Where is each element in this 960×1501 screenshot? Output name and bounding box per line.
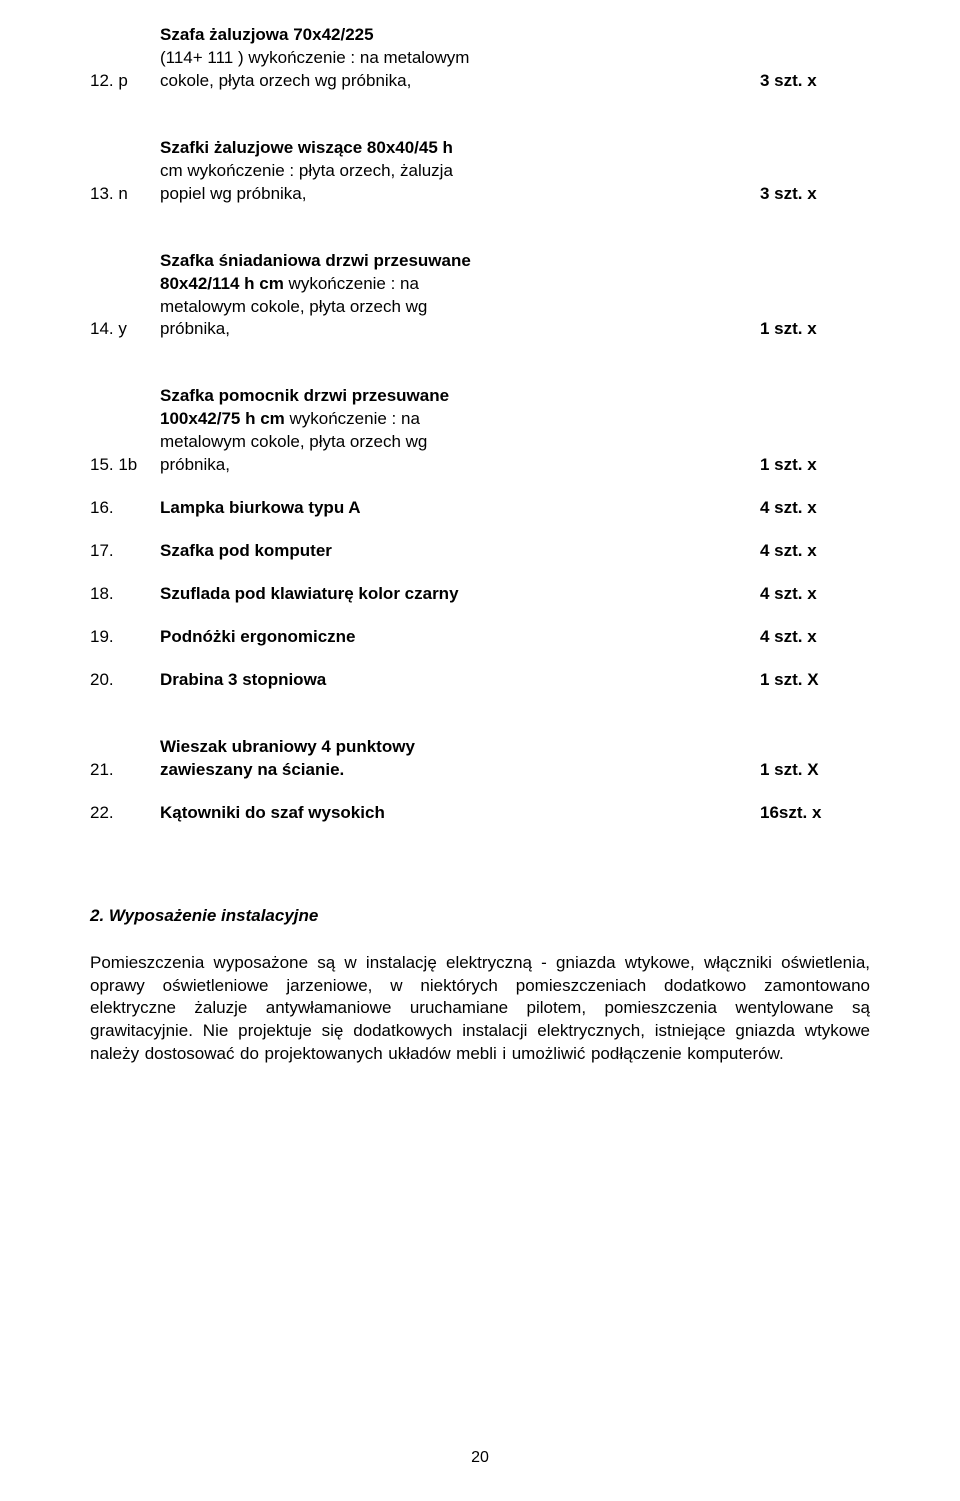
item-description: Szafka śniadaniowa drzwi przesuwane80x42…	[160, 250, 760, 342]
item-number: 13. n	[90, 183, 160, 206]
item-description: Szuflada pod klawiaturę kolor czarny	[160, 583, 760, 606]
item-number: 20.	[90, 669, 160, 692]
item-quantity: 1 szt. X	[760, 759, 870, 782]
item-quantity: 16szt. x	[760, 802, 870, 825]
section-heading: 2. Wyposażenie instalacyjne	[90, 905, 870, 928]
item-description: Wieszak ubraniowy 4 punktowyzawieszany n…	[160, 736, 760, 782]
item-description: Szafka pomocnik drzwi przesuwane100x42/7…	[160, 385, 760, 477]
item-number: 12. p	[90, 70, 160, 93]
item-quantity: 3 szt. x	[760, 70, 870, 93]
item-quantity: 3 szt. x	[760, 183, 870, 206]
list-item: 14. ySzafka śniadaniowa drzwi przesuwane…	[90, 250, 870, 342]
list-item: 17.Szafka pod komputer4 szt. x	[90, 540, 870, 563]
item-description: Szafka pod komputer	[160, 540, 760, 563]
list-item: 16.Lampka biurkowa typu A4 szt. x	[90, 497, 870, 520]
list-item: 13. nSzafki żaluzjowe wiszące 80x40/45 h…	[90, 137, 870, 206]
item-number: 15. 1b	[90, 454, 160, 477]
item-description: Kątowniki do szaf wysokich	[160, 802, 760, 825]
item-number: 18.	[90, 583, 160, 606]
section-body: Pomieszczenia wyposażone są w instalację…	[90, 952, 870, 1067]
item-number: 14. y	[90, 318, 160, 341]
item-quantity: 1 szt. X	[760, 669, 870, 692]
item-number: 21.	[90, 759, 160, 782]
list-item: 15. 1bSzafka pomocnik drzwi przesuwane10…	[90, 385, 870, 477]
list-item: 20.Drabina 3 stopniowa1 szt. X	[90, 669, 870, 692]
page-number: 20	[0, 1447, 960, 1469]
item-quantity: 4 szt. x	[760, 583, 870, 606]
list-item: 19.Podnóżki ergonomiczne4 szt. x	[90, 626, 870, 649]
item-quantity: 4 szt. x	[760, 540, 870, 563]
item-quantity: 4 szt. x	[760, 497, 870, 520]
list-item: 21.Wieszak ubraniowy 4 punktowyzawieszan…	[90, 736, 870, 782]
equipment-list: 12. pSzafa żaluzjowa 70x42/225(114+ 111 …	[90, 24, 870, 825]
item-description: Podnóżki ergonomiczne	[160, 626, 760, 649]
item-description: Lampka biurkowa typu A	[160, 497, 760, 520]
item-description: Szafa żaluzjowa 70x42/225(114+ 111 ) wyk…	[160, 24, 760, 93]
item-quantity: 1 szt. x	[760, 318, 870, 341]
item-number: 22.	[90, 802, 160, 825]
item-description: Drabina 3 stopniowa	[160, 669, 760, 692]
list-item: 18.Szuflada pod klawiaturę kolor czarny4…	[90, 583, 870, 606]
item-number: 16.	[90, 497, 160, 520]
item-number: 19.	[90, 626, 160, 649]
item-quantity: 1 szt. x	[760, 454, 870, 477]
item-number: 17.	[90, 540, 160, 563]
list-item: 22.Kątowniki do szaf wysokich16szt. x	[90, 802, 870, 825]
item-quantity: 4 szt. x	[760, 626, 870, 649]
item-description: Szafki żaluzjowe wiszące 80x40/45 hcm wy…	[160, 137, 760, 206]
list-item: 12. pSzafa żaluzjowa 70x42/225(114+ 111 …	[90, 24, 870, 93]
